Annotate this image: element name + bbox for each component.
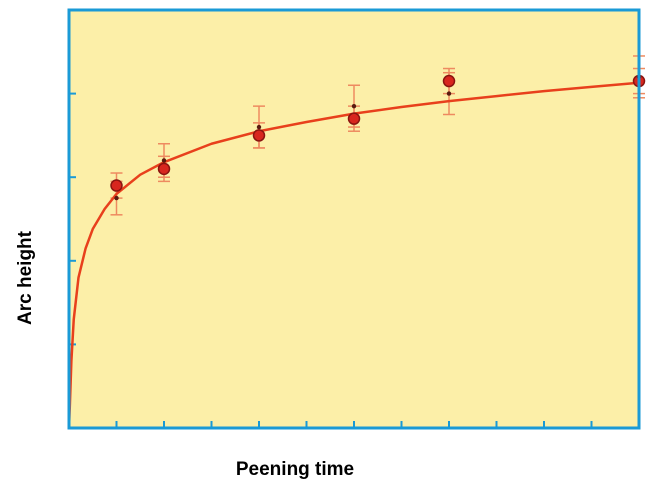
data-point-small xyxy=(114,195,119,201)
data-point xyxy=(252,129,266,142)
data-point-small xyxy=(351,103,357,109)
data-point-small xyxy=(446,91,452,96)
plot-frame xyxy=(67,8,641,430)
plot-area xyxy=(69,10,639,428)
data-point xyxy=(110,179,123,192)
data-point xyxy=(157,162,171,176)
data-points xyxy=(110,74,646,201)
data-point xyxy=(442,74,456,88)
data-point xyxy=(347,112,361,125)
data-point-small xyxy=(256,124,262,130)
data-point-small xyxy=(161,158,167,163)
x-axis-title: Peening time xyxy=(236,459,354,480)
y-axis-title: Arc height xyxy=(15,230,36,325)
